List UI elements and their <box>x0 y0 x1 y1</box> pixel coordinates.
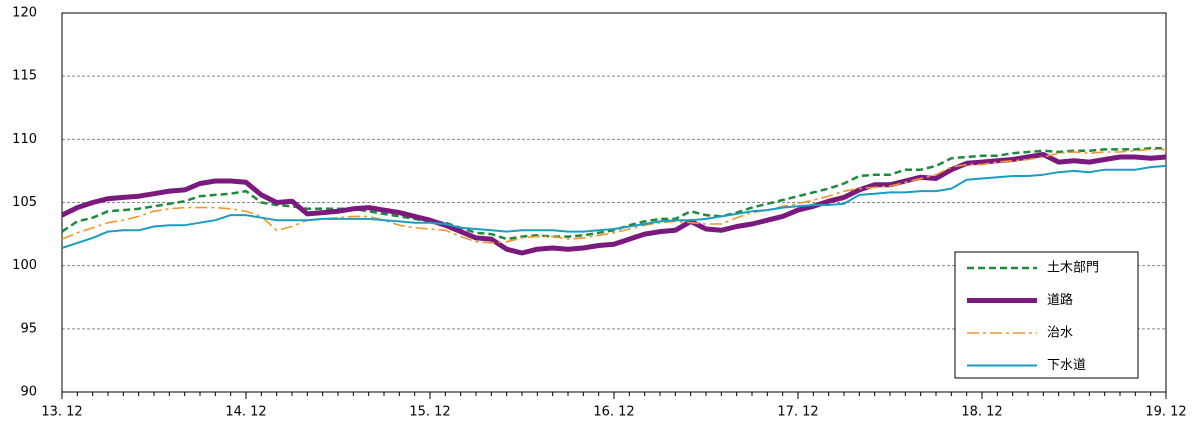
x-tick-label: 17. 12 <box>777 405 818 420</box>
series-line <box>61 164 1167 249</box>
y-tick-label: 100 <box>12 258 37 273</box>
legend-label: 道路 <box>1047 292 1073 308</box>
series-line <box>60 152 1167 256</box>
y-tick-label: 105 <box>12 195 37 210</box>
y-tick-label: 120 <box>12 6 37 21</box>
y-tick-label: 110 <box>12 132 37 147</box>
x-tick-label: 18. 12 <box>961 405 1002 420</box>
series-line <box>61 146 1166 241</box>
legend-label: 治水 <box>1047 326 1073 341</box>
y-tick-label: 115 <box>12 69 37 84</box>
x-tick-label: 13. 12 <box>41 405 82 420</box>
y-tick-label: 90 <box>20 385 37 400</box>
x-tick-label: 14. 12 <box>225 405 266 420</box>
series-line <box>61 148 1166 244</box>
legend-box <box>954 251 1139 379</box>
x-tick-label: 15. 12 <box>409 405 450 420</box>
x-tick-label: 19. 12 <box>1145 405 1186 420</box>
x-tick-label: 16. 12 <box>593 405 634 420</box>
legend-label: 下水道 <box>1047 358 1086 373</box>
legend-label: 土木部門 <box>1047 261 1099 276</box>
y-tick-label: 95 <box>20 321 37 336</box>
